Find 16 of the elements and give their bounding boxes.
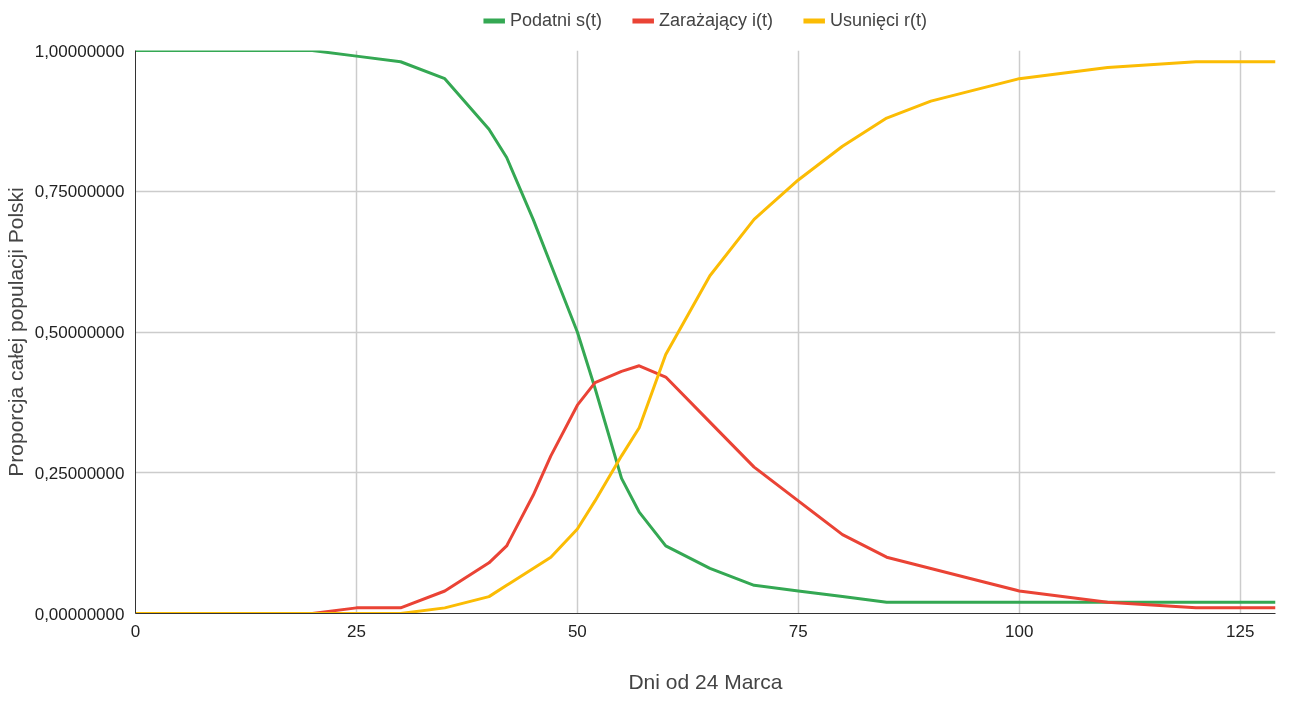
- x-tick-label: 100: [1005, 621, 1034, 641]
- legend-label: Podatni s(t): [509, 9, 602, 31]
- y-axis-title: Proporcja całej populacji Polski: [3, 187, 27, 477]
- x-axis-title: Dni od 24 Marca: [628, 669, 783, 693]
- x-tick-label: 75: [788, 621, 808, 641]
- y-tick-label: 0,75000000: [34, 182, 125, 202]
- legend-label: Usunięci r(t): [830, 9, 928, 31]
- x-tick-label: 125: [1225, 621, 1255, 641]
- y-tick-label: 0,25000000: [34, 463, 125, 483]
- legend-label: Zarażający i(t): [659, 9, 774, 31]
- y-tick-label: 1,00000000: [34, 41, 125, 61]
- y-tick-label: 0,00000000: [34, 604, 125, 624]
- x-tick-label: 0: [130, 621, 141, 641]
- x-tick-label: 25: [346, 621, 366, 641]
- y-tick-label: 0,50000000: [34, 323, 125, 342]
- x-tick-label: 50: [567, 621, 587, 641]
